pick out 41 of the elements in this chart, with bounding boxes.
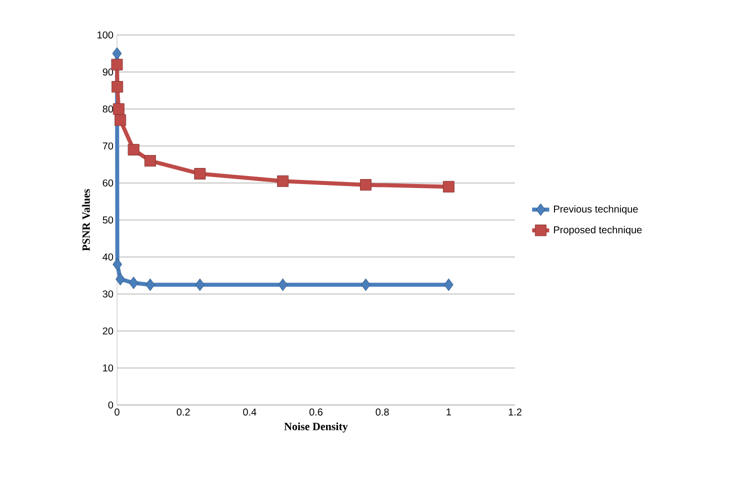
x-tick-label: 1 [446,408,451,416]
legend-label: Previous technique [554,205,638,215]
point [278,278,288,291]
point [128,144,140,156]
y-tick-label: 60 [102,179,114,187]
point [145,278,155,291]
legend-label: Proposed technique [554,226,642,236]
y-tick-label: 90 [102,68,114,76]
point [144,155,156,167]
y-tick-label: 20 [102,327,114,335]
y-tick-label: 10 [103,364,114,372]
x-tick-label: 0.8 [376,408,389,416]
point [114,114,126,126]
point [112,81,124,93]
y-tick-label: 40 [102,253,114,261]
point [361,278,371,291]
point [195,278,205,291]
x-tick-label: 0 [114,408,120,416]
point [128,276,138,290]
y-axis-title: PSNR Values [82,189,90,251]
point [116,272,126,286]
y-tick-label: 50 [102,216,114,224]
point [112,103,124,115]
point [360,179,372,191]
point [112,47,122,60]
y-tick-label: 0 [108,401,114,409]
x-tick-label: 1.2 [508,408,522,416]
x-tick-label: 0.4 [243,408,256,416]
y-tick-label: 70 [102,142,114,150]
y-tick-label: 80 [102,105,114,113]
point [442,180,454,192]
x-tick-label: 0.6 [309,408,323,416]
point [111,58,123,70]
point [112,258,122,271]
point [194,168,206,180]
x-axis-title: Noise Density [284,422,348,432]
x-tick-label: 0.2 [176,408,190,416]
y-tick-label: 30 [102,290,114,298]
point [277,175,289,187]
point [444,278,454,291]
y-tick-label: 100 [98,31,114,39]
